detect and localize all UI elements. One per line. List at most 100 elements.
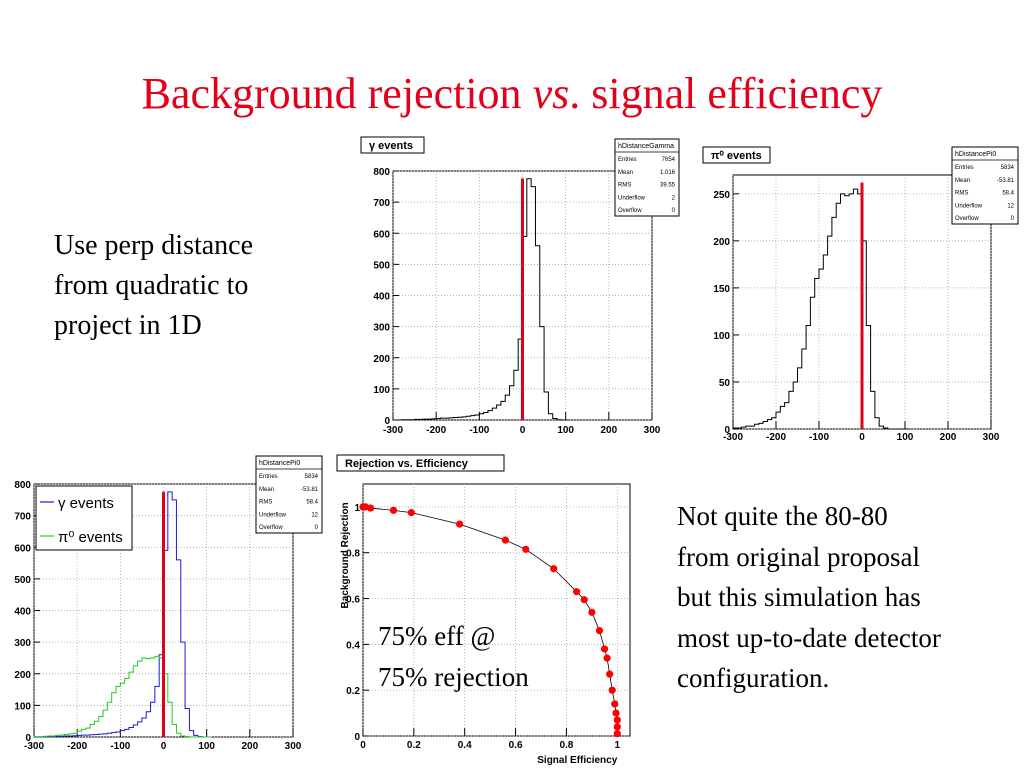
y-axis-label: Background Rejection bbox=[340, 502, 351, 608]
stats-title: hDistanceGamma bbox=[618, 143, 674, 150]
stats-value: 7654 bbox=[662, 157, 676, 163]
note-left-line: project in 1D bbox=[54, 310, 202, 341]
histogram-series bbox=[732, 188, 910, 430]
y-tick-label: 0 bbox=[724, 425, 730, 436]
stats-value: 58.4 bbox=[1002, 191, 1014, 197]
data-point bbox=[606, 670, 614, 678]
y-tick-label: 600 bbox=[373, 229, 390, 240]
data-point bbox=[580, 596, 588, 604]
y-tick-label: 0.2 bbox=[346, 686, 360, 697]
x-axis-label: Signal Efficiency bbox=[537, 755, 617, 766]
legend-label: π⁰ events bbox=[58, 529, 123, 546]
data-point bbox=[456, 520, 464, 528]
stats-box bbox=[951, 146, 1019, 225]
data-point bbox=[501, 536, 509, 544]
y-tick-label: 150 bbox=[713, 284, 730, 295]
y-tick-label: 400 bbox=[373, 292, 390, 303]
plot-title-box bbox=[360, 136, 425, 154]
gamma-histogram: 0 100 200 300 400 500 600 700 800 -300 -200 -100 0 10… bbox=[360, 136, 680, 436]
data-point bbox=[389, 506, 398, 514]
data-point bbox=[367, 504, 375, 512]
x-tick-label: 0.6 bbox=[509, 740, 523, 751]
note-right-line: Not quite the 80-80 bbox=[677, 501, 888, 531]
y-tick-label: 300 bbox=[373, 323, 390, 334]
stats-value: 0 bbox=[672, 208, 676, 214]
stats-value: 0 bbox=[1011, 216, 1015, 222]
plot-annotation: 75% eff @ 75% rejection bbox=[378, 616, 529, 698]
x-tick-label: 0 bbox=[859, 432, 865, 443]
y-tick-label: 500 bbox=[14, 575, 31, 586]
note-right-line: most up-to-date detector bbox=[677, 622, 941, 653]
stats-label: Underflow bbox=[618, 195, 646, 201]
stats-value: 39.55 bbox=[660, 183, 676, 189]
x-tick-label: 200 bbox=[940, 432, 957, 443]
x-tick-label: -100 bbox=[110, 741, 130, 752]
data-point bbox=[613, 730, 621, 738]
data-point bbox=[611, 700, 619, 708]
stats-label: Overflow bbox=[955, 216, 979, 222]
data-point bbox=[588, 608, 596, 616]
stats-title: hDistancePi0 bbox=[955, 151, 996, 158]
y-tick-label: 800 bbox=[373, 167, 390, 178]
overlay-histogram: 0 100 200 300 400 500 600 700 800 -300 -200 -100 0 10… bbox=[14, 455, 323, 752]
note-left-line: Use perp distance bbox=[54, 230, 254, 261]
x-tick-label: 0 bbox=[520, 425, 526, 436]
stats-value: -53.81 bbox=[997, 178, 1015, 184]
y-tick-label: 500 bbox=[373, 260, 390, 271]
x-tick-label: 0 bbox=[161, 741, 167, 752]
y-tick-label: 50 bbox=[719, 378, 731, 389]
data-point bbox=[550, 565, 558, 573]
data-point bbox=[608, 686, 616, 694]
x-tick-label: -300 bbox=[24, 741, 44, 752]
title-italic: vs bbox=[532, 69, 570, 118]
stats-label: Underflow bbox=[955, 203, 983, 209]
title-rest: . signal efficiency bbox=[569, 69, 883, 118]
rejection-efficiency-plot: 0 0.2 0.4 0.6 0.8 1 0 0.2 0.4 0.6 0.8 1 Rejection vs… bbox=[336, 454, 631, 766]
x-tick-label: -200 bbox=[67, 741, 87, 752]
plot-title-box bbox=[336, 454, 505, 472]
data-point bbox=[613, 716, 621, 724]
note-right-line: configuration. bbox=[677, 663, 830, 693]
plot-title: γ events bbox=[369, 140, 413, 152]
stats-label: RMS bbox=[259, 500, 272, 506]
stats-box bbox=[614, 138, 680, 217]
title-main: Background rejection bbox=[141, 69, 533, 118]
y-tick-label: 100 bbox=[14, 701, 31, 712]
y-tick-label: 0.6 bbox=[346, 595, 360, 606]
y-tick-label: 1 bbox=[354, 503, 360, 514]
data-point bbox=[613, 723, 621, 731]
plot-title-box bbox=[702, 146, 771, 164]
y-tick-label: 200 bbox=[713, 237, 730, 248]
x-tick-label: 300 bbox=[644, 425, 661, 436]
x-tick-label: 300 bbox=[285, 741, 302, 752]
note-right: Not quite the 80-80 from original propos… bbox=[677, 496, 1022, 699]
note-left-line: from quadratic to bbox=[54, 270, 249, 301]
stats-value: 5834 bbox=[1001, 165, 1015, 171]
x-tick-label: 0 bbox=[360, 740, 366, 751]
stats-value: 0 bbox=[315, 525, 319, 531]
stats-value: -53.81 bbox=[301, 487, 319, 493]
data-point bbox=[595, 627, 604, 635]
stats-label: Entries bbox=[955, 165, 974, 171]
stats-label: Entries bbox=[259, 474, 278, 480]
stats-label: RMS bbox=[618, 183, 631, 189]
x-tick-label: 0.8 bbox=[559, 740, 573, 751]
plot-title: π⁰ events bbox=[711, 150, 762, 162]
note-right-line: from original proposal bbox=[677, 541, 920, 572]
y-tick-label: 250 bbox=[713, 190, 730, 201]
stats-label: RMS bbox=[955, 191, 968, 197]
rejection-curve bbox=[363, 506, 618, 734]
stats-title: hDistancePi0 bbox=[259, 460, 300, 467]
legend-box bbox=[35, 485, 133, 551]
annotation-line: 75% rejection bbox=[378, 662, 529, 692]
x-tick-label: 0.2 bbox=[407, 740, 421, 751]
plot-title: Rejection vs. Efficiency bbox=[345, 458, 469, 470]
histogram-series bbox=[33, 655, 211, 738]
note-left: Use perp distance from quadratic to proj… bbox=[54, 226, 324, 346]
y-tick-label: 600 bbox=[14, 543, 31, 554]
y-tick-label: 0.4 bbox=[346, 640, 360, 651]
data-point bbox=[573, 588, 581, 596]
data-point bbox=[612, 709, 620, 717]
x-tick-label: 1 bbox=[615, 740, 621, 751]
data-point bbox=[407, 509, 415, 517]
